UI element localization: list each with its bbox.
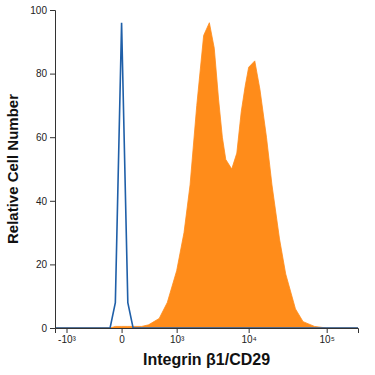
y-tick: 100	[30, 5, 55, 16]
y-tick-mark	[50, 201, 55, 202]
x-tick: 10⁴	[241, 328, 256, 345]
marks	[55, 23, 358, 328]
x-axis-line	[56, 329, 359, 334]
y-tick-label: 0	[41, 323, 47, 334]
x-tick: -10³	[58, 328, 76, 345]
y-tick-label: 80	[36, 68, 48, 79]
y-axis: 0 20 40 60 80 100	[30, 5, 55, 334]
x-tick-label: 0	[119, 334, 125, 345]
histogram-area	[55, 23, 358, 328]
plot: -10³ 0 10³ 10⁴ 10⁵ 0 20 40 60 80 100	[30, 5, 358, 345]
y-tick: 20	[36, 259, 55, 270]
y-tick-mark	[50, 137, 55, 138]
x-tick-mark	[327, 328, 328, 333]
x-tick-mark	[177, 328, 178, 333]
y-axis-line	[50, 11, 56, 329]
histogram-line	[55, 23, 358, 328]
x-tick-label: 10⁵	[320, 334, 335, 345]
y-tick-mark	[50, 74, 55, 75]
y-tick-mark	[50, 328, 55, 329]
y-tick-label: 100	[30, 5, 47, 16]
y-tick-label: 60	[36, 132, 48, 143]
x-tick: 10³	[170, 328, 185, 345]
x-axis-title: Integrin β1/CD29	[143, 351, 270, 368]
x-tick-label: 10³	[170, 334, 185, 345]
y-tick: 60	[36, 132, 55, 143]
y-axis-title: Relative Cell Number	[4, 94, 21, 244]
x-axis: -10³ 0 10³ 10⁴ 10⁵	[56, 328, 359, 345]
y-tick: 0	[41, 323, 55, 334]
y-tick-label: 40	[36, 196, 48, 207]
x-tick: 0	[119, 328, 125, 345]
chart: -10³ 0 10³ 10⁴ 10⁵ 0 20 40 60 80 100 Integrin β1/CD…	[0, 0, 375, 375]
x-tick-mark	[67, 328, 68, 333]
y-tick-mark	[50, 264, 55, 265]
y-tick: 80	[36, 68, 55, 79]
y-tick-label: 20	[36, 259, 48, 270]
x-tick-mark	[249, 328, 250, 333]
x-tick: 10⁵	[320, 328, 335, 345]
x-tick-mark	[122, 328, 123, 333]
x-tick-label: 10⁴	[241, 334, 256, 345]
x-tick-label: -10³	[58, 334, 76, 345]
y-tick-mark	[50, 10, 55, 11]
y-tick: 40	[36, 196, 55, 207]
